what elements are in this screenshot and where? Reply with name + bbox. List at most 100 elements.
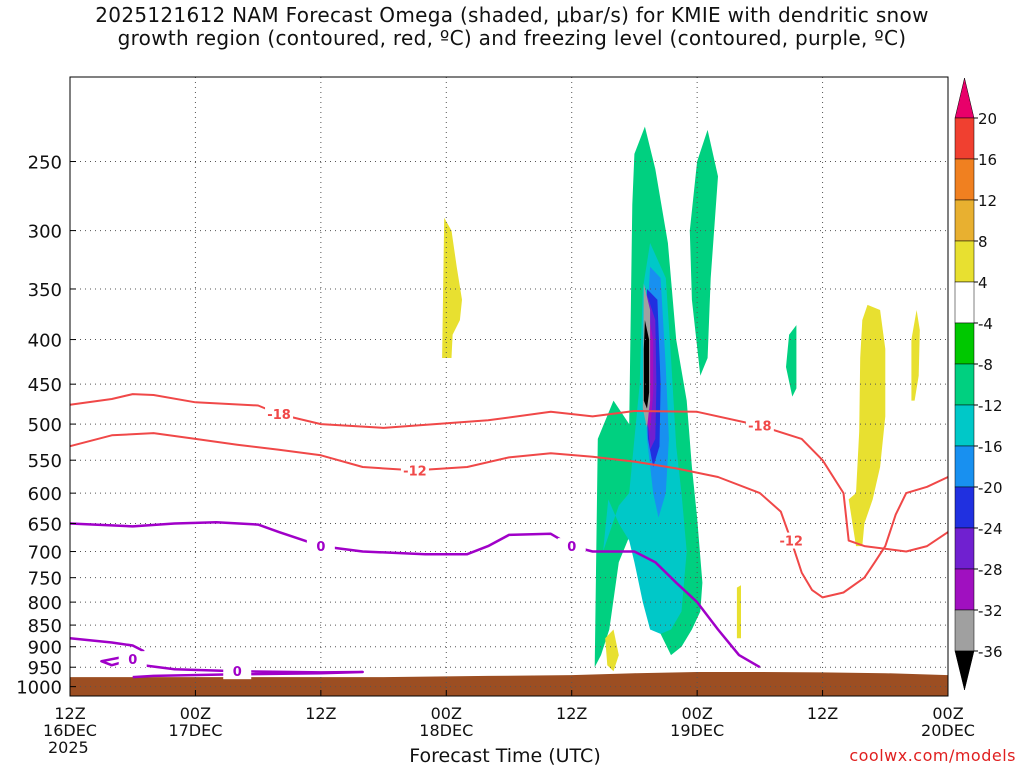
contour-label: 0 [567,540,576,555]
omega-region [605,629,619,672]
contour-label: 0 [316,540,325,555]
colorbar-swatch [954,281,975,324]
omega-region [643,320,650,409]
omega-region [736,585,741,639]
contour-label: -18 [267,408,291,423]
y-tick-label: 750 [28,569,62,590]
x-tick-label: 2025 [48,738,89,757]
colorbar-label: -28 [978,561,1003,579]
x-tick-label: 12Z [556,704,587,723]
y-tick-label: 400 [28,331,62,352]
contour-label: -18 [748,420,772,435]
y-tick-label: 350 [28,280,62,301]
contour-line [69,432,949,599]
colorbar-swatch [954,404,975,447]
contour-line [69,521,761,669]
y-tick-label: 950 [28,658,62,679]
contour-label-bg [745,417,774,434]
colorbar-swatch [954,568,975,611]
colorbar-label: -24 [978,520,1003,538]
x-tick-label: 12Z [807,704,838,723]
contour-label-bg [306,538,335,555]
colorbar-label: 4 [978,274,988,292]
x-tick-label: 00Z [932,704,963,723]
x-tick-label: 17DEC [168,721,222,740]
colorbar-swatch [954,158,975,201]
contour-label: -12 [403,464,427,479]
x-tick-label: 20DEC [921,721,975,740]
colorbar-swatch [954,117,975,160]
ground-layer [70,672,948,696]
x-tick-label: 12Z [54,704,85,723]
x-tick-label: 00Z [180,704,211,723]
contour-label-bg [118,651,147,668]
contour-line [69,393,949,553]
colorbar-label: -16 [978,438,1003,456]
ground-fill [70,672,948,696]
y-tick-label: 250 [28,153,62,174]
x-tick-label: 00Z [681,704,712,723]
colorbar-label: -20 [978,479,1003,497]
y-tick-label: 650 [28,514,62,535]
contour-label-bg [265,406,294,423]
contour-line [69,636,364,679]
x-tick-label: 00Z [431,704,462,723]
colorbar-label: -4 [978,315,993,333]
colorbar-swatch [954,363,975,406]
colorbar-label: 12 [978,192,997,210]
credit-text: coolwx.com/models [849,746,1016,765]
y-tick-label: 550 [28,451,62,472]
colorbar-swatch [954,199,975,242]
omega-region [911,310,920,401]
colorbar-label: -36 [978,643,1003,661]
colorbar-swatch [954,609,975,652]
contour-layer: -18 -18 -12 -12 0 0 0 0 [69,393,949,680]
title-line-2: growth region (contoured, red, ºC) and f… [117,26,907,50]
colorbar-swatch [954,240,975,283]
colorbar-swatch [954,527,975,570]
x-tick-label: 12Z [305,704,336,723]
contour-label: 0 [128,653,137,668]
y-tick-label: 600 [28,484,62,505]
chart-title: 2025121612 NAM Forecast Omega (shaded, μ… [0,4,1024,50]
x-axis-label: Forecast Time (UTC) [409,745,601,767]
colorbar: 20 16 12 8 4 -4 -8 -12 -16 -20 -24 -28 -32 -36 [954,77,1003,691]
y-tick-label: 500 [28,415,62,436]
colorbar-swatch [954,486,975,529]
omega-region [786,325,797,397]
y-tick-label: 800 [28,593,62,614]
colorbar-swatch [954,322,975,365]
colorbar-label: -8 [978,356,993,374]
colorbar-label: 8 [978,233,988,251]
colorbar-label: 16 [978,151,997,169]
grid-layer [70,77,948,696]
plot-frame [69,76,949,697]
omega-region [848,304,886,547]
contour-label-bg [777,532,806,549]
colorbar-swatch [954,445,975,488]
contour-label-bg [400,462,429,479]
y-tick-label: 450 [28,375,62,396]
y-tick-label: 900 [28,638,62,659]
colorbar-top-triangle [954,77,975,119]
contour-label: -12 [779,535,803,550]
x-tick-label: 16DEC [43,721,97,740]
y-tick-label: 300 [28,222,62,243]
colorbar-label: 20 [978,110,997,128]
omega-shading-layer [442,126,920,672]
omega-region [689,129,718,376]
colorbar-bottom-triangle [954,650,975,691]
omega-region [603,243,687,634]
x-tick-label: 18DEC [419,721,473,740]
y-tick-label: 1000 [16,678,62,699]
contour-label-bg [223,663,252,680]
colorbar-label: -32 [978,602,1003,620]
x-tick-label: 19DEC [670,721,724,740]
y-axis: 2503003504004505005506006507007508008509… [16,153,76,699]
y-tick-label: 700 [28,543,62,564]
omega-region [442,217,462,358]
contour-label: 0 [233,665,242,680]
contour-label-bg [557,538,586,555]
